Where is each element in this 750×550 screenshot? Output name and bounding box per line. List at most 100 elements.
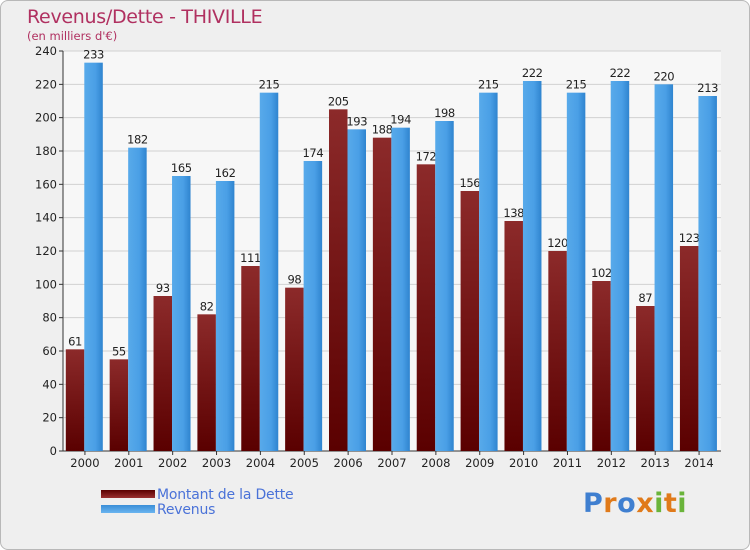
y-tick-label: 0 — [50, 444, 57, 458]
logo-letter: i — [654, 488, 664, 519]
logo-letter: o — [617, 488, 637, 519]
x-tick-label: 2013 — [641, 456, 670, 470]
bar-revenus — [128, 147, 147, 451]
y-tick-label: 220 — [35, 77, 57, 91]
bar-revenus — [654, 84, 674, 451]
x-tick-label: 2002 — [158, 456, 187, 470]
data-label-dette: 61 — [68, 334, 82, 348]
data-label-dette: 102 — [591, 266, 612, 280]
legend-swatch-revenus — [101, 505, 155, 513]
bar-dette — [65, 349, 85, 451]
bar-dette — [153, 296, 173, 451]
data-label-revenus: 233 — [83, 48, 104, 62]
data-label-dette: 87 — [638, 291, 652, 305]
data-label-revenus: 222 — [522, 66, 543, 80]
bar-dette — [504, 221, 523, 451]
data-label-revenus: 174 — [303, 146, 324, 160]
y-tick-label: 200 — [35, 111, 57, 125]
y-tick-label: 120 — [35, 244, 57, 258]
x-tick-label: 2004 — [246, 456, 275, 470]
data-label-dette: 98 — [287, 273, 301, 287]
data-label-dette: 120 — [547, 236, 568, 250]
bar-dette — [329, 109, 348, 451]
bar-dette — [416, 164, 436, 452]
bar-dette — [548, 251, 567, 451]
data-label-dette: 205 — [328, 94, 349, 108]
data-label-revenus: 193 — [346, 114, 367, 128]
bar-dette — [636, 306, 655, 451]
y-tick-label: 60 — [42, 344, 57, 358]
y-tick-label: 160 — [35, 177, 57, 191]
data-label-dette: 123 — [679, 231, 700, 245]
y-tick-label: 100 — [35, 277, 57, 291]
proxiti-logo: Proxiti — [583, 488, 687, 519]
bar-revenus — [522, 81, 542, 451]
logo-letter: i — [677, 488, 688, 519]
x-tick-label: 2001 — [114, 456, 143, 470]
x-tick-label: 2012 — [597, 456, 626, 470]
bar-revenus — [259, 92, 279, 452]
bar-revenus — [215, 181, 235, 451]
data-label-dette: 82 — [200, 299, 214, 313]
y-tick-label: 140 — [35, 211, 57, 225]
x-tick-label: 2006 — [333, 456, 362, 470]
logo-letter: P — [583, 488, 604, 519]
y-tick-label: 180 — [35, 144, 57, 158]
data-label-revenus: 222 — [610, 66, 631, 80]
data-label-dette: 111 — [240, 251, 261, 265]
logo-letter: t — [663, 488, 678, 519]
bar-dette — [109, 359, 129, 451]
x-tick-label: 2000 — [70, 456, 99, 470]
bar-revenus — [566, 92, 586, 452]
legend-label-dette: Montant de la Dette — [157, 487, 294, 503]
bar-dette — [460, 191, 480, 451]
data-label-revenus: 215 — [478, 78, 499, 92]
y-tick-label: 20 — [42, 411, 57, 425]
logo-letter: r — [603, 488, 618, 519]
bar-revenus — [698, 96, 717, 451]
bar-dette — [592, 281, 611, 451]
data-label-revenus: 213 — [697, 81, 718, 95]
x-tick-label: 2011 — [553, 456, 582, 470]
y-tick-label: 40 — [42, 377, 57, 391]
data-label-dette: 138 — [503, 206, 524, 220]
x-tick-label: 2005 — [290, 456, 319, 470]
bar-dette — [285, 287, 304, 451]
bar-dette — [679, 246, 699, 451]
x-tick-label: 2014 — [684, 456, 713, 470]
data-label-revenus: 194 — [390, 113, 411, 127]
data-label-revenus: 215 — [259, 78, 280, 92]
y-tick-label: 80 — [42, 311, 57, 325]
chart-subtitle: (en milliers d'€) — [27, 29, 118, 43]
data-label-revenus: 220 — [653, 69, 674, 83]
data-label-revenus: 198 — [434, 106, 455, 120]
data-label-revenus: 165 — [171, 161, 192, 175]
bar-dette — [241, 266, 260, 451]
x-tick-label: 2008 — [421, 456, 450, 470]
bar-dette — [197, 314, 216, 451]
logo-letter: x — [636, 488, 655, 519]
data-label-revenus: 162 — [215, 166, 236, 180]
x-tick-label: 2009 — [465, 456, 494, 470]
bar-revenus — [303, 161, 323, 451]
x-tick-label: 2003 — [202, 456, 231, 470]
x-tick-label: 2007 — [377, 456, 406, 470]
x-tick-label: 2010 — [509, 456, 538, 470]
bar-revenus — [347, 129, 366, 452]
legend-swatch-dette — [101, 490, 155, 498]
data-label-dette: 188 — [372, 123, 393, 137]
bar-revenus — [435, 121, 454, 451]
chart-title: Revenus/Dette - THIVILLE — [27, 6, 263, 28]
bar-revenus — [84, 62, 103, 452]
y-tick-label: 240 — [35, 44, 57, 58]
data-label-dette: 93 — [156, 281, 170, 295]
bar-revenus — [479, 92, 498, 452]
data-label-dette: 172 — [416, 149, 437, 163]
data-label-dette: 55 — [112, 344, 126, 358]
bar-revenus — [172, 176, 191, 451]
bar-dette — [372, 137, 392, 451]
data-label-revenus: 215 — [566, 78, 587, 92]
bar-revenus — [391, 127, 410, 452]
